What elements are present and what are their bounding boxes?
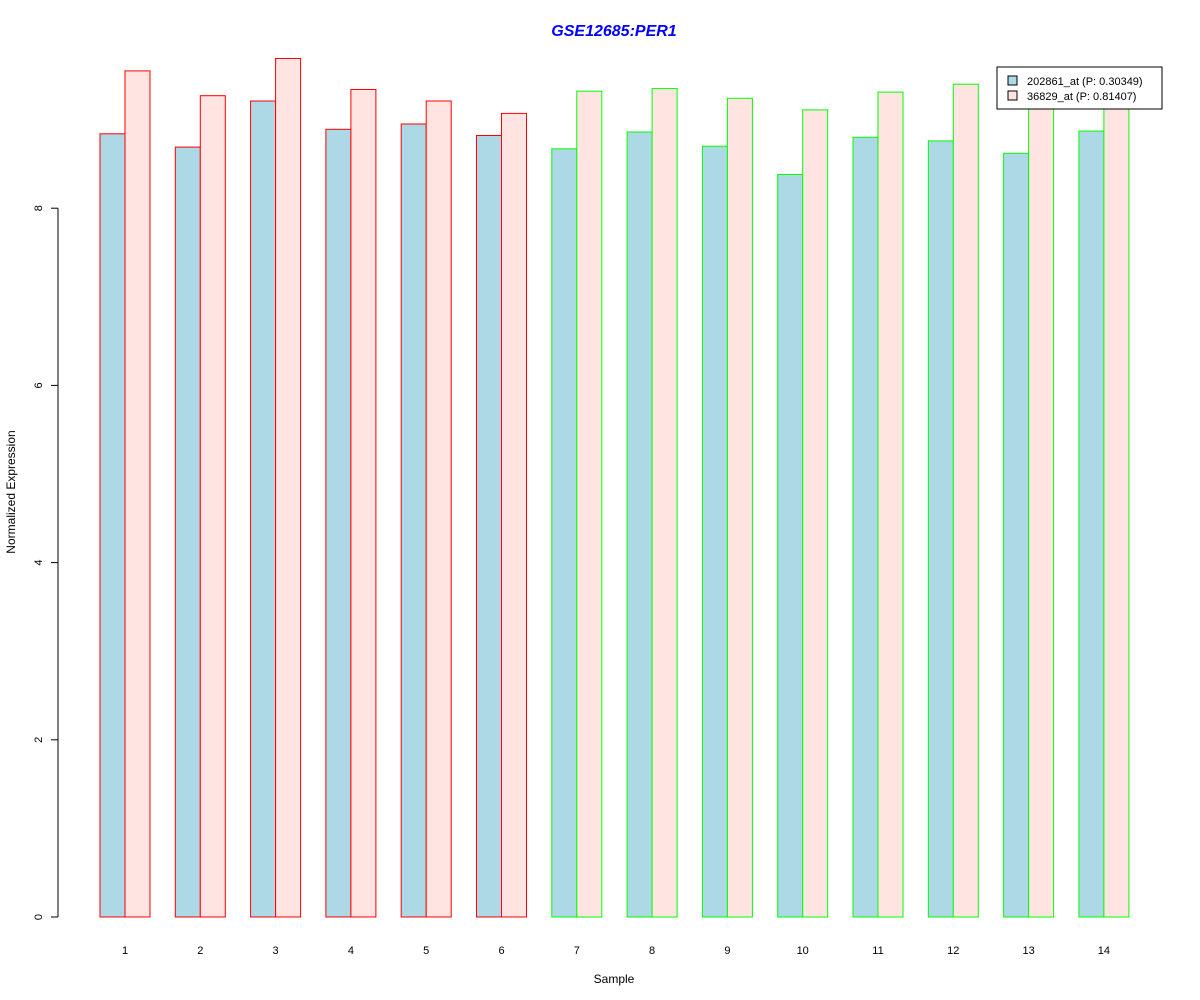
- y-tick-label: 4: [33, 560, 45, 566]
- x-tick-label-3: 3: [273, 945, 279, 957]
- bar-sample-7-series-1: [551, 148, 578, 918]
- bar-sample-5-series-1: [400, 123, 427, 918]
- bar-sample-6-series-1: [476, 135, 502, 918]
- bar-sample-2-series-2: [199, 95, 226, 918]
- bar-sample-11-series-1: [852, 136, 879, 918]
- bar-sample-13-series-2: [1028, 101, 1055, 918]
- x-tick-label-14: 14: [1098, 945, 1110, 957]
- x-tick-label-12: 12: [947, 945, 959, 957]
- bar-sample-2-series-1: [174, 146, 201, 918]
- bar-sample-13-series-1: [1003, 152, 1030, 918]
- legend-box: [996, 66, 1163, 110]
- x-tick-label-9: 9: [724, 945, 730, 957]
- y-axis: 0 2 4 6 8: [33, 205, 59, 920]
- y-tick-label: 8: [33, 205, 45, 211]
- bar-sample-10-series-2: [802, 109, 829, 918]
- bar-sample-9-series-1: [701, 145, 728, 918]
- x-tick-label-5: 5: [423, 945, 429, 957]
- bar-sample-8-series-1: [626, 131, 653, 918]
- y-tick-label: 6: [33, 382, 45, 388]
- x-tick-label-11: 11: [872, 945, 883, 957]
- bar-sample-3-series-1: [250, 100, 277, 918]
- x-tick-label-1: 1: [122, 945, 128, 957]
- bar-sample-7-series-2: [576, 90, 603, 918]
- legend: 202861_at (P: 0.30349) 36829_at (P: 0.81…: [996, 66, 1163, 110]
- legend-swatch-36829: [1007, 90, 1018, 101]
- chart-title: GSE12685:PER1: [551, 23, 677, 40]
- bar-sample-14-series-2: [1103, 99, 1130, 918]
- x-tick-label-10: 10: [797, 945, 809, 957]
- bar-sample-11-series-2: [877, 91, 904, 918]
- x-tick-label-8: 8: [649, 945, 655, 957]
- y-tick-label: 2: [33, 737, 45, 743]
- x-tick-label-13: 13: [1022, 945, 1034, 957]
- legend-swatch-202861: [1007, 75, 1018, 86]
- x-tick-label-4: 4: [348, 945, 354, 957]
- bar-sample-4-series-1: [325, 128, 352, 918]
- bar-sample-8-series-2: [651, 88, 678, 918]
- y-tick-label: 0: [33, 914, 45, 920]
- bar-sample-1-series-1: [99, 133, 126, 918]
- x-axis-label: Sample: [594, 972, 635, 986]
- bar-sample-9-series-2: [726, 97, 753, 918]
- bar-sample-3-series-2: [275, 58, 302, 918]
- x-tick-labels: 1 2 3 4 5 6 7 8 9 10 11 12 13 14: [122, 945, 1110, 957]
- bar-sample-12-series-1: [927, 140, 954, 918]
- bar-sample-12-series-2: [952, 83, 979, 918]
- x-tick-label-7: 7: [574, 945, 580, 957]
- y-ticks: 0 2 4 6 8: [33, 205, 58, 920]
- bars-layer: [99, 58, 1130, 918]
- y-axis-label: Normalized Expression: [4, 430, 18, 553]
- bar-sample-14-series-1: [1078, 130, 1105, 918]
- bar-sample-10-series-1: [777, 174, 804, 918]
- legend-label-202861: 202861_at (P: 0.30349): [1027, 76, 1143, 88]
- x-tick-label-6: 6: [498, 945, 504, 957]
- bar-sample-1-series-2: [124, 70, 151, 918]
- bar-sample-5-series-2: [425, 100, 452, 918]
- legend-label-36829: 36829_at (P: 0.81407): [1027, 91, 1136, 103]
- bar-sample-4-series-2: [350, 89, 377, 918]
- bar-sample-6-series-2: [501, 112, 527, 918]
- x-tick-label-2: 2: [197, 945, 203, 957]
